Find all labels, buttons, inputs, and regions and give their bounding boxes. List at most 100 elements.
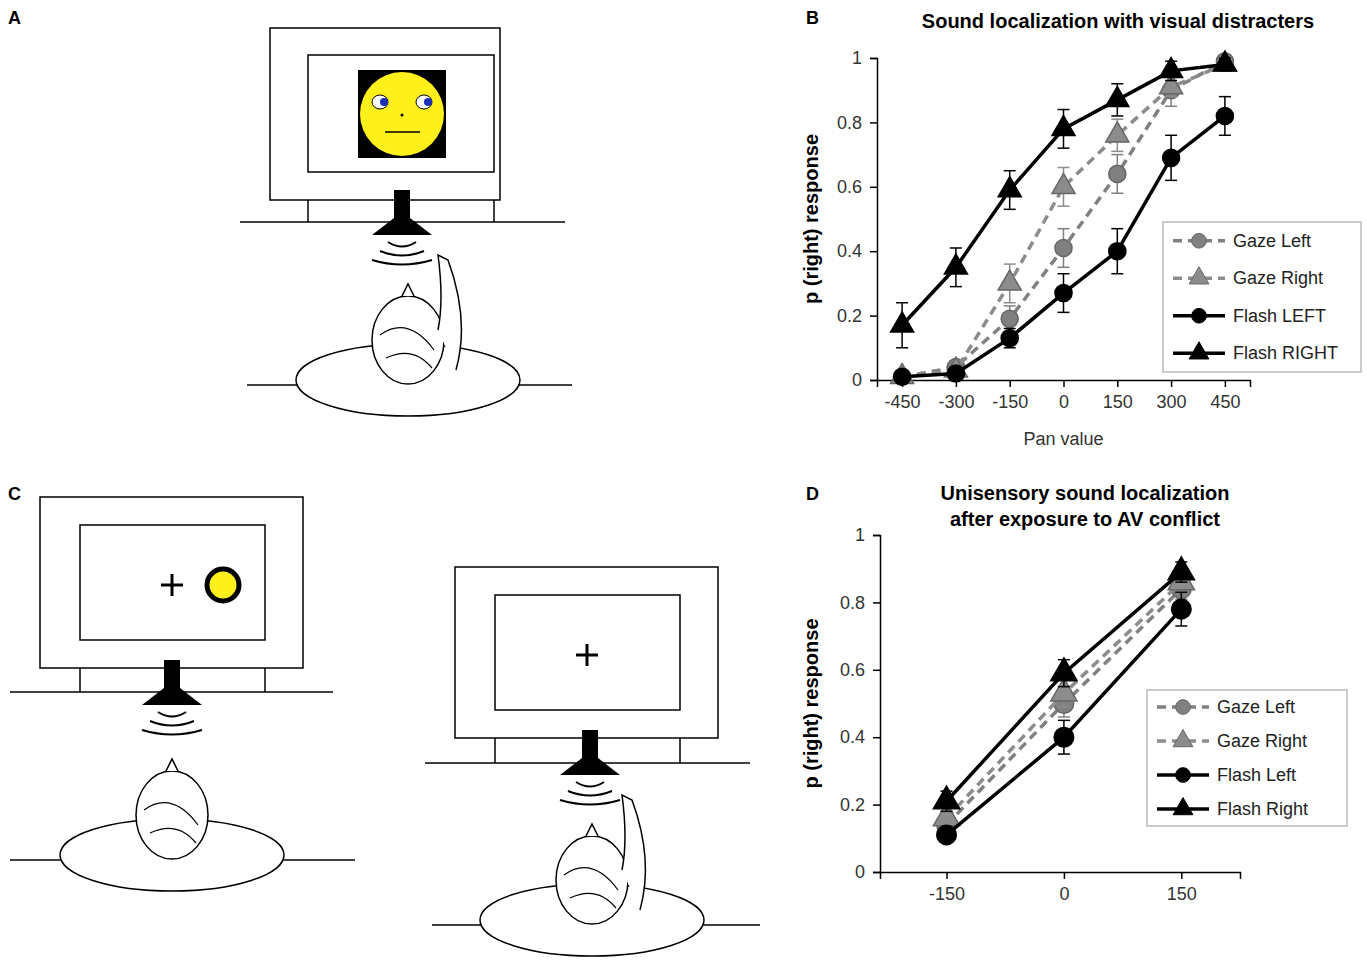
panel-c-illustration xyxy=(10,497,760,956)
marker xyxy=(1168,557,1194,580)
marker xyxy=(1052,173,1075,193)
panel-letter: B xyxy=(806,8,819,28)
eye xyxy=(372,95,388,109)
marker xyxy=(1055,239,1072,256)
error-cap xyxy=(1004,170,1016,172)
sound-wave xyxy=(150,721,194,726)
error-cap xyxy=(1058,167,1070,169)
speaker-cone xyxy=(372,218,432,235)
tick-label: 150 xyxy=(1167,884,1197,904)
tick-mark xyxy=(870,380,877,382)
error-cap xyxy=(1111,83,1123,85)
error-cap xyxy=(1058,720,1070,722)
tick-label: 0.4 xyxy=(840,727,865,747)
tick-label: 1 xyxy=(855,525,865,545)
tick-label: 450 xyxy=(1210,392,1240,412)
tick-label: 0 xyxy=(855,862,865,882)
marker xyxy=(933,786,959,809)
marker xyxy=(1109,165,1126,182)
pupil xyxy=(380,98,388,106)
marker xyxy=(1213,51,1236,71)
error-cap xyxy=(1111,228,1123,230)
error-cap xyxy=(1111,192,1123,194)
error-cap xyxy=(1058,716,1070,718)
marker xyxy=(891,312,914,332)
error-cap xyxy=(1165,180,1177,182)
chart: Unisensory sound localizationafter expos… xyxy=(800,482,1347,904)
axis-line xyxy=(881,873,1241,880)
tick-mark xyxy=(870,315,877,317)
error-cap xyxy=(941,811,953,813)
tick: 0.4 xyxy=(840,727,880,747)
legend-label: Flash Left xyxy=(1217,765,1296,785)
x-axis-title: Pan value xyxy=(1023,429,1103,449)
fixation-cross xyxy=(586,644,589,666)
legend-box xyxy=(1163,222,1361,372)
x-axis: -1500150 xyxy=(881,872,1241,904)
marker xyxy=(1001,330,1018,347)
tick-label: 0.4 xyxy=(837,241,862,261)
error-cap xyxy=(1058,228,1070,230)
error-cap xyxy=(950,286,962,288)
fixation-cross xyxy=(171,574,174,596)
marker xyxy=(1160,58,1183,78)
marker xyxy=(1106,87,1129,107)
y-axis: 00.20.40.60.81 xyxy=(837,48,878,390)
tick-mark xyxy=(1171,380,1173,387)
series-line xyxy=(947,582,1182,818)
hair xyxy=(564,868,618,908)
axis-line xyxy=(870,59,878,381)
series-line xyxy=(947,589,1182,825)
marker xyxy=(894,368,911,385)
monitor-frame xyxy=(40,497,303,668)
face xyxy=(360,72,444,156)
pupil xyxy=(424,98,432,106)
error-cap xyxy=(1058,267,1070,269)
error-cap xyxy=(1111,118,1123,120)
tick: 150 xyxy=(1103,380,1133,412)
y-axis: 00.20.40.60.81 xyxy=(840,525,881,882)
tick-label: 0.8 xyxy=(837,113,862,133)
title-line: Sound localization with visual distracte… xyxy=(922,10,1314,32)
tick-mark xyxy=(946,872,948,879)
panel-a-illustration xyxy=(240,28,572,416)
panel-letter: D xyxy=(806,484,819,504)
marker xyxy=(1213,51,1236,71)
y-axis-title: p (right) response xyxy=(800,134,822,304)
tick: 0.2 xyxy=(837,306,877,326)
tick-label: -300 xyxy=(938,392,974,412)
sound-wave xyxy=(372,260,432,265)
tick-mark xyxy=(873,804,880,806)
flash xyxy=(207,569,239,601)
error-cap xyxy=(1165,96,1177,98)
error-cap xyxy=(1058,686,1070,688)
pointing-arm xyxy=(622,795,645,910)
tick-label: 1 xyxy=(852,48,862,68)
monitor-leg xyxy=(493,200,495,222)
monitor-leg xyxy=(79,668,81,692)
error-cap xyxy=(1175,625,1187,627)
tick: 0.8 xyxy=(840,593,880,613)
error-cap xyxy=(1004,263,1016,265)
chart: Sound localization with visual distracte… xyxy=(800,10,1361,449)
head xyxy=(556,836,628,924)
panel-letter: C xyxy=(8,484,21,504)
figure: A B C D Sound localization with visual distr… xyxy=(0,0,1367,968)
error-cap xyxy=(896,302,908,304)
tick: 0 xyxy=(855,862,880,882)
error-cap xyxy=(1165,135,1177,137)
marker xyxy=(944,254,967,274)
error-cap xyxy=(1058,753,1070,755)
tick-mark xyxy=(1225,380,1227,387)
tick-mark xyxy=(870,122,877,124)
legend-marker xyxy=(1176,700,1191,715)
marker xyxy=(1001,310,1018,327)
tick-mark xyxy=(873,872,880,874)
error-cap xyxy=(1058,273,1070,275)
sound-wave xyxy=(388,242,416,247)
title-line: Unisensory sound localization xyxy=(941,482,1230,504)
panel-letter: A xyxy=(8,8,21,28)
error-cap xyxy=(941,811,953,813)
nose xyxy=(166,759,178,771)
tick: 0.8 xyxy=(837,113,877,133)
